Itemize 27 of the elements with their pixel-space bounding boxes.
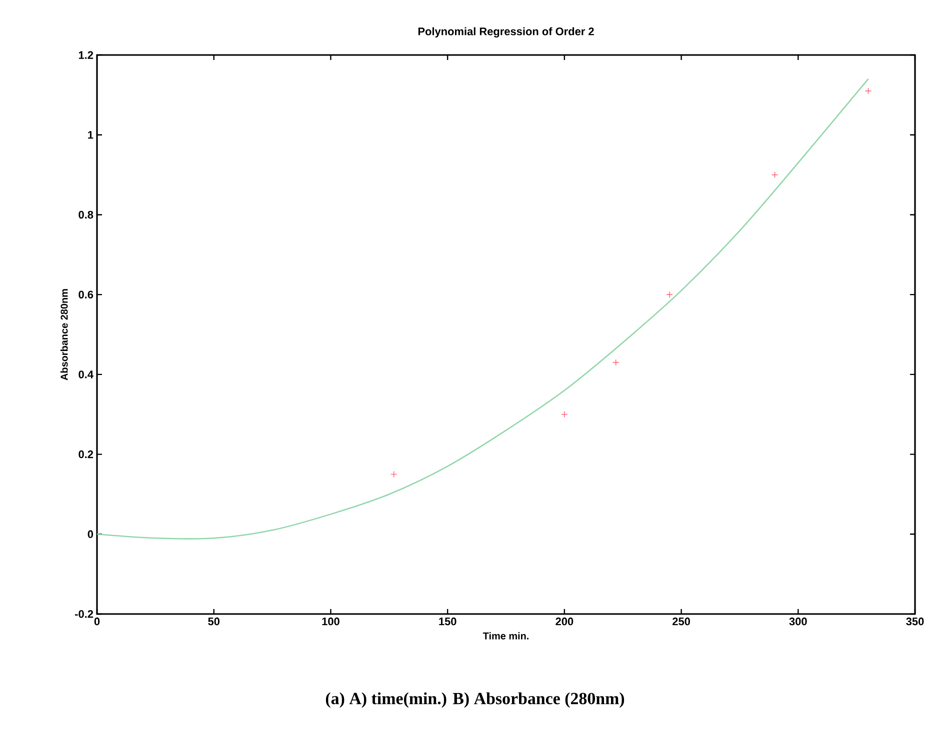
point (771, 171, 778, 178)
point (390, 470, 398, 478)
x-tick-label: 50 (208, 618, 220, 626)
x-tick-label: 200 (556, 618, 574, 626)
x-tick-label: 100 (322, 618, 340, 626)
y-tick-label: 0.4 (78, 370, 94, 378)
y-tick-label: -0.2 (75, 610, 94, 618)
x-tick-label: 150 (439, 618, 456, 626)
y-tick-label: 0 (88, 530, 94, 538)
y-tick-label: 0.2 (78, 450, 94, 458)
x-tick-label: 300 (789, 618, 807, 626)
point (666, 291, 673, 298)
y-tick-label: 1 (88, 131, 94, 139)
point (561, 410, 568, 418)
x-tick-label: 250 (672, 618, 690, 626)
point (864, 88, 872, 94)
chart-title: Polynomial Regression of Order 2 (418, 27, 594, 38)
x-axis-title: Time min. (482, 632, 528, 640)
y-axis-title: Absorbance 280nm (60, 289, 68, 380)
text: (a) A) time(min.) B) Absorbance (280nm) (326, 692, 624, 708)
y-tick-label: 1.2 (78, 51, 94, 59)
x-tick-label: 0 (94, 618, 100, 626)
y-tick-label: 0.8 (78, 210, 94, 219)
y-tick-label: 0.6 (78, 290, 94, 298)
line-series (97, 78, 869, 540)
x-tick-label: 350 (906, 618, 924, 626)
point (612, 359, 620, 366)
